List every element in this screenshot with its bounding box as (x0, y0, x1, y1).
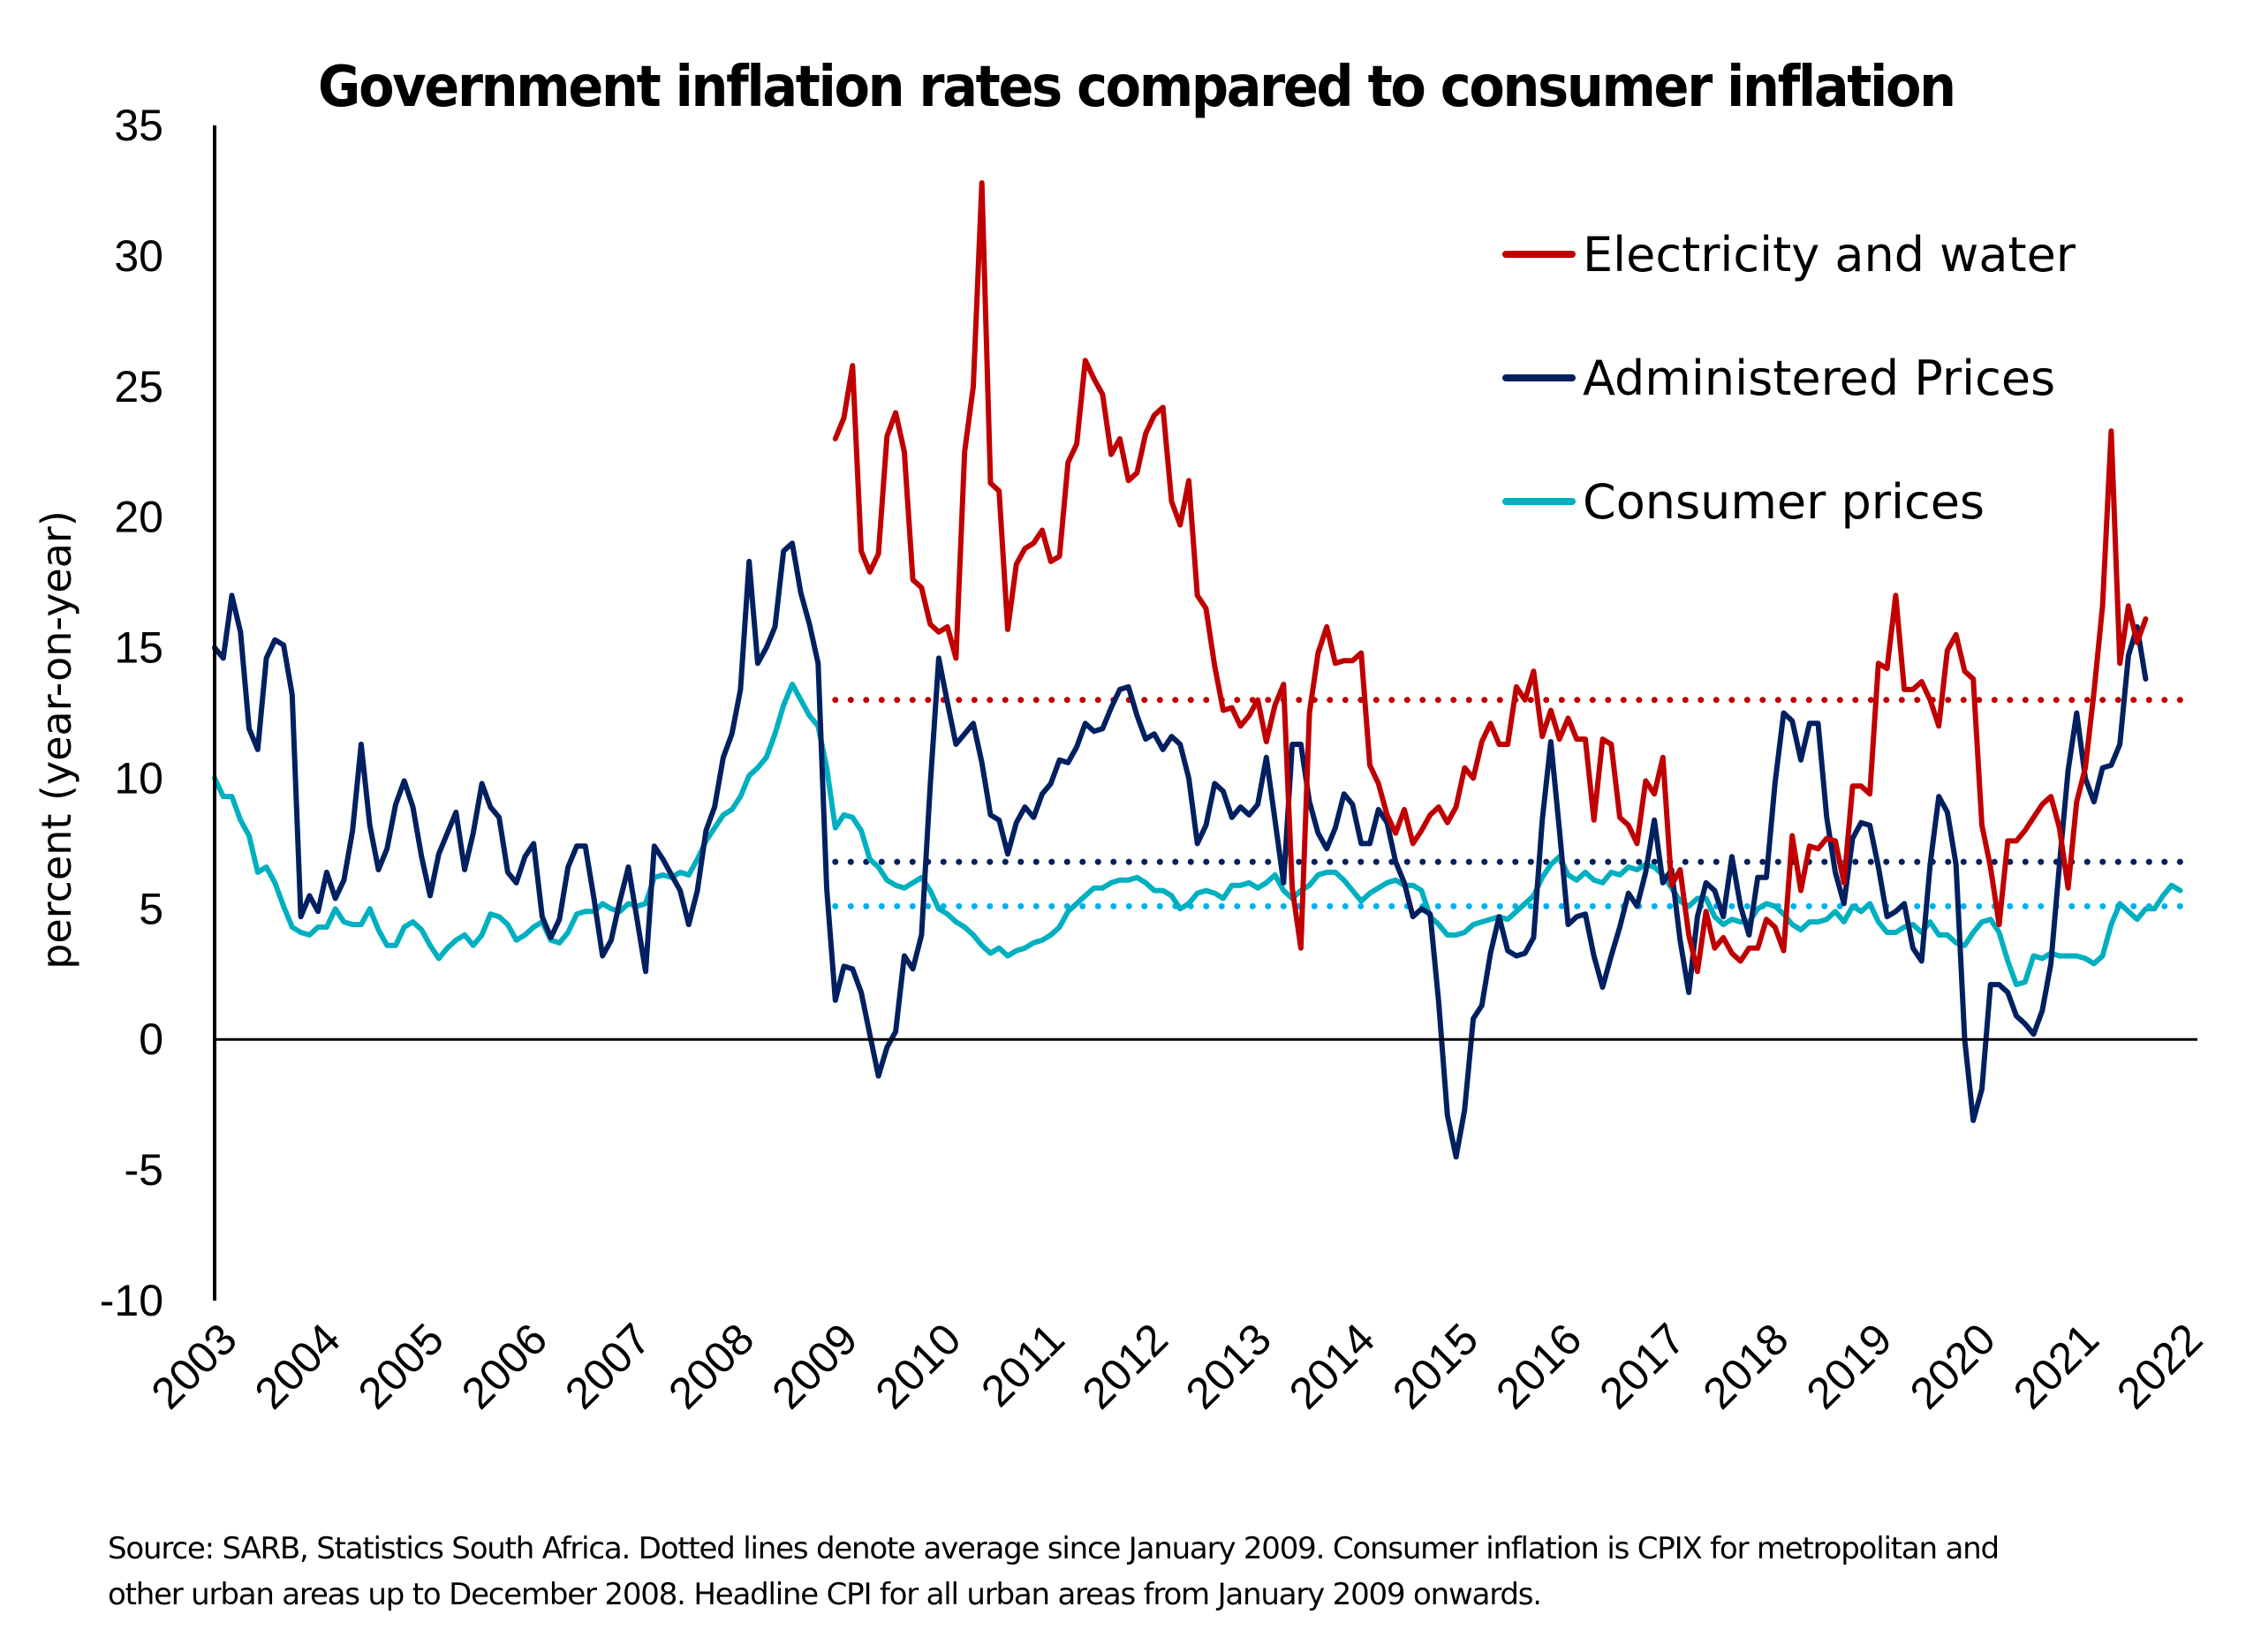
x-tick-label: 2017 (1590, 1314, 1694, 1418)
y-tick-label: 30 (114, 231, 163, 281)
x-tick-label: 2020 (1901, 1314, 2005, 1418)
y-tick-label: 25 (114, 362, 163, 411)
chart-title: Government inflation rates compared to c… (318, 55, 1956, 120)
x-tick-label: 2019 (1797, 1314, 1902, 1418)
series-line-electricity-and-water (832, 180, 2149, 975)
x-tick-label: 2007 (556, 1314, 660, 1418)
y-tick-label: 20 (114, 493, 163, 542)
x-tick-label: 2011 (972, 1314, 1074, 1416)
x-tick-label: 2005 (349, 1314, 453, 1418)
y-tick-label: 35 (114, 101, 163, 150)
footnote-line: other urban areas up to December 2008. H… (108, 1577, 1542, 1612)
x-tick-label: 2003 (142, 1314, 246, 1418)
x-tick-label: 2009 (762, 1314, 866, 1418)
y-tick-label: 15 (114, 623, 163, 673)
x-tick-label: 2021 (2004, 1314, 2108, 1418)
footnote-line: Source: SARB, Statistics South Africa. D… (108, 1531, 2000, 1566)
legend-label: Administered Prices (1583, 351, 2055, 406)
legend-label: Electricity and water (1583, 227, 2076, 283)
y-tick-label: 0 (139, 1015, 163, 1064)
x-tick-label: 2012 (1073, 1314, 1177, 1418)
y-axis-label: percent (year-on-year) (33, 510, 80, 969)
y-tick-label: 5 (139, 884, 163, 933)
series-line-administered-prices (212, 540, 2149, 1160)
legend: Electricity and water Administered Prices… (1502, 227, 2076, 530)
x-tick-label: 2010 (866, 1314, 970, 1418)
x-tick-label: 2006 (452, 1314, 556, 1418)
source-footnote: Source: SARB, Statistics South Africa. D… (108, 1526, 2227, 1618)
x-tick-label: 2004 (246, 1314, 350, 1418)
x-tick-label: 2008 (659, 1314, 763, 1418)
legend-label: Consumer prices (1583, 474, 1985, 530)
y-tick-label: 10 (114, 753, 163, 803)
x-tick-label: 2018 (1693, 1314, 1797, 1418)
y-axis-ticks: 35 30 25 20 15 10 5 0 -5 -10 (100, 101, 163, 1325)
x-tick-label: 2016 (1486, 1314, 1591, 1418)
y-tick-label: -5 (125, 1145, 163, 1195)
series-lines (212, 180, 2183, 1160)
x-tick-label: 2015 (1383, 1314, 1487, 1418)
average-reference-lines (832, 697, 2192, 909)
x-tick-label: 2014 (1280, 1314, 1384, 1418)
x-tick-label: 2022 (2107, 1314, 2212, 1418)
axes (213, 125, 2197, 1301)
y-tick-label: -10 (100, 1276, 163, 1325)
x-tick-label: 2013 (1176, 1314, 1281, 1418)
